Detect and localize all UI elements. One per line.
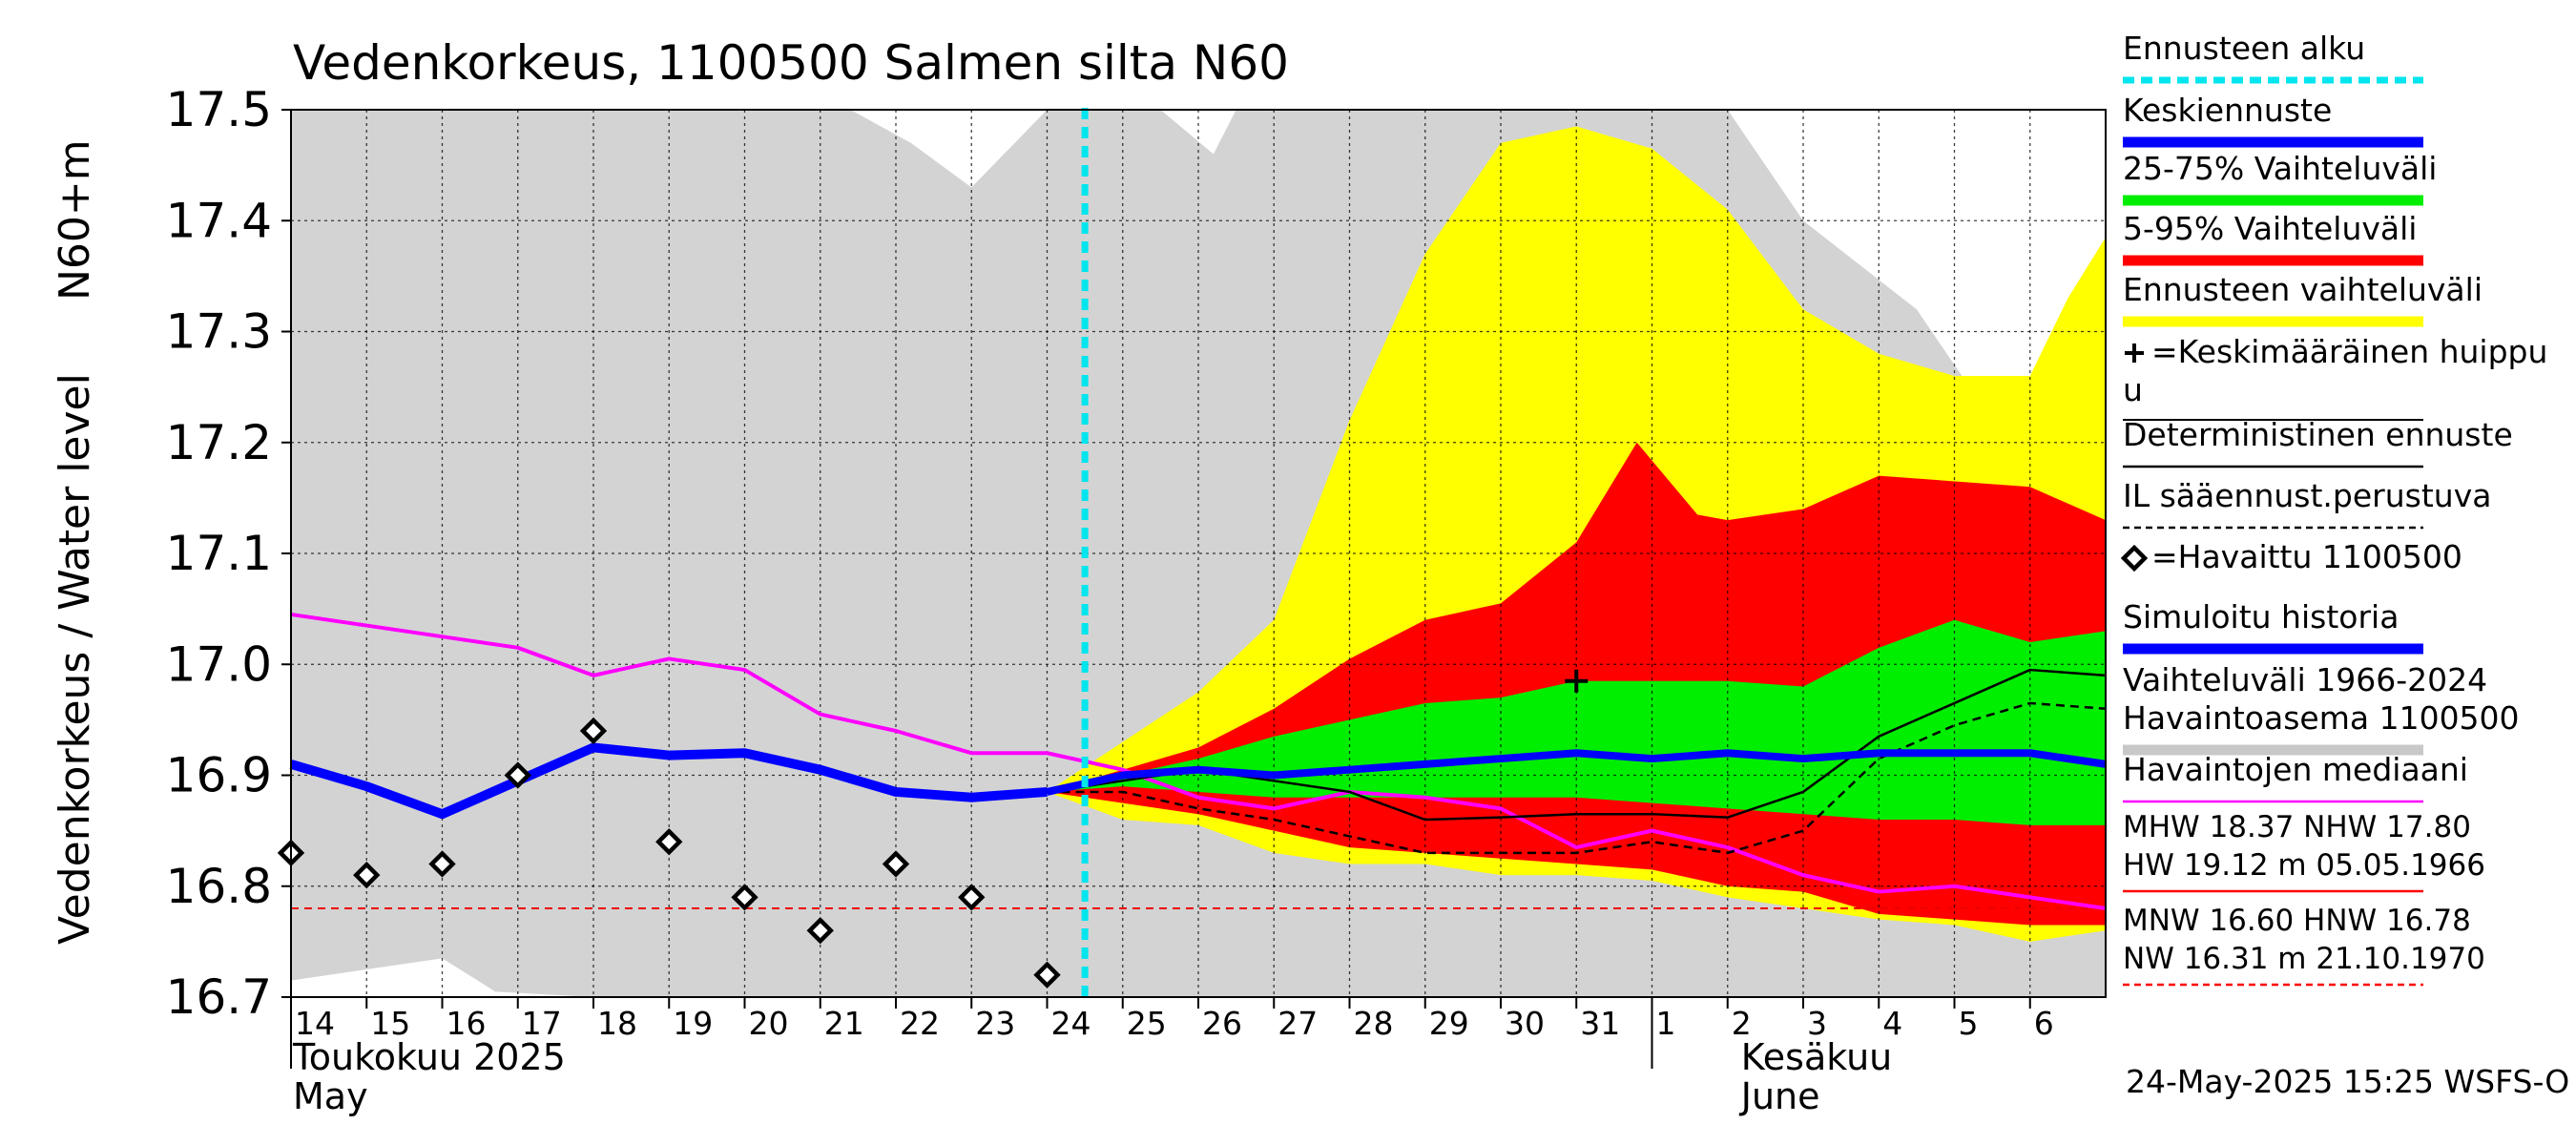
y-tick-label: 17.5	[166, 82, 272, 137]
x-tick-label: 17	[522, 1005, 562, 1042]
x-tick-label: 25	[1127, 1005, 1167, 1042]
footer-timestamp: 24-May-2025 15:25 WSFS-O	[2126, 1063, 2569, 1100]
legend-label: Havaintoasema 1100500	[2123, 699, 2520, 737]
legend: Ennusteen alku Keskiennuste 25-75% Vaihtel…	[2120, 30, 2547, 987]
x-tick-label: 27	[1278, 1005, 1318, 1042]
legend-label: IL sääennust.perustuva	[2123, 477, 2491, 514]
legend-label: =Keskimääräinen huippu	[2151, 333, 2547, 370]
legend-label: Vaihteluväli 1966-2024	[2123, 661, 2487, 698]
observed-point	[428, 850, 456, 878]
legend-label: Deterministinen ennuste	[2123, 416, 2513, 453]
x-tick-label: 16	[447, 1005, 487, 1042]
legend-diamond-icon	[2120, 544, 2149, 572]
y-tick-label: 17.0	[166, 636, 272, 692]
x-tick-label: 30	[1505, 1005, 1545, 1042]
month-label: Toukokuu 2025	[292, 1036, 566, 1078]
observed-point	[579, 717, 608, 745]
x-tick-label: 2	[1732, 1005, 1752, 1042]
y-tick-label: 17.2	[166, 415, 272, 470]
legend-label: 25-75% Vaihteluväli	[2123, 150, 2437, 187]
plot-area	[277, 108, 2107, 999]
x-tick-label: 29	[1429, 1005, 1469, 1042]
legend-label: Ennusteen vaihteluväli	[2123, 271, 2483, 308]
x-tick-label: 19	[673, 1005, 713, 1042]
simulated-history-line	[289, 742, 1048, 820]
month-label-en: June	[1739, 1075, 1820, 1117]
legend-label: Keskiennuste	[2123, 92, 2332, 129]
y-tick-label: 16.8	[166, 859, 272, 914]
mean-forecast-line	[1046, 749, 2107, 796]
x-tick-label: 23	[975, 1005, 1015, 1042]
observation-median-line	[290, 612, 2107, 910]
legend-label: Ennusteen alku	[2123, 30, 2365, 67]
observed-point	[731, 884, 758, 911]
legend-label: Simuloitu historia	[2123, 598, 2399, 635]
legend-plus-icon	[2125, 344, 2144, 363]
x-tick-label: 6	[2034, 1005, 2054, 1042]
x-tick-label: 20	[749, 1005, 789, 1042]
stats-line: MHW 18.37 NHW 17.80	[2123, 810, 2471, 844]
x-tick-label: 22	[900, 1005, 940, 1042]
x-tick-label: 4	[1882, 1005, 1902, 1042]
stats-line: HW 19.12 m 05.05.1966	[2123, 848, 2485, 883]
legend-label: 5-95% Vaihteluväli	[2123, 210, 2417, 247]
x-tick-label: 21	[824, 1005, 864, 1042]
legend-label: Havaintojen mediaani	[2123, 751, 2468, 788]
y-tick-label: 17.1	[166, 526, 272, 581]
x-tick-label: 18	[597, 1005, 637, 1042]
legend-label-wrap: u	[2123, 371, 2143, 408]
month-label: Kesäkuu	[1741, 1036, 1893, 1078]
y-axis-label: Vedenkorkeus / Water level	[51, 373, 99, 945]
x-tick-label: 28	[1354, 1005, 1394, 1042]
observed-point	[504, 761, 531, 789]
observed-point	[353, 861, 381, 889]
y-tick-label: 16.9	[166, 748, 272, 803]
observed-point	[806, 917, 834, 945]
x-tick-label: 15	[370, 1005, 410, 1042]
stats-line: MNW 16.60 HNW 16.78	[2123, 904, 2471, 938]
y-axis-unit: N60+m	[51, 139, 99, 301]
x-tick-label: 3	[1807, 1005, 1827, 1042]
x-tick-label: 14	[295, 1005, 335, 1042]
il-forecast-line	[1047, 701, 2107, 855]
y-tick-label: 17.4	[166, 193, 272, 248]
observed-point	[882, 850, 910, 878]
stats-line: NW 16.31 m 21.10.1970	[2123, 942, 2485, 976]
x-tick-label: 24	[1051, 1005, 1091, 1042]
y-tick-label: 16.7	[166, 969, 272, 1025]
observed-point	[958, 884, 986, 911]
legend-label: =Havaittu 1100500	[2151, 538, 2462, 575]
x-tick-label: 5	[1959, 1005, 1979, 1042]
x-tick-label: 1	[1656, 1005, 1676, 1042]
mean-peak-marker	[1565, 669, 1589, 693]
x-tick-label: 26	[1202, 1005, 1242, 1042]
observed-point	[655, 828, 683, 856]
y-tick-label: 17.3	[166, 304, 272, 360]
x-tick-label: 31	[1580, 1005, 1620, 1042]
axes: 16.716.816.917.017.117.217.317.417.514 15…	[166, 82, 2107, 1117]
chart-title: Vedenkorkeus, 1100500 Salmen silta N60	[293, 35, 1289, 91]
month-label-en: May	[293, 1075, 368, 1117]
observed-point	[1033, 961, 1061, 989]
